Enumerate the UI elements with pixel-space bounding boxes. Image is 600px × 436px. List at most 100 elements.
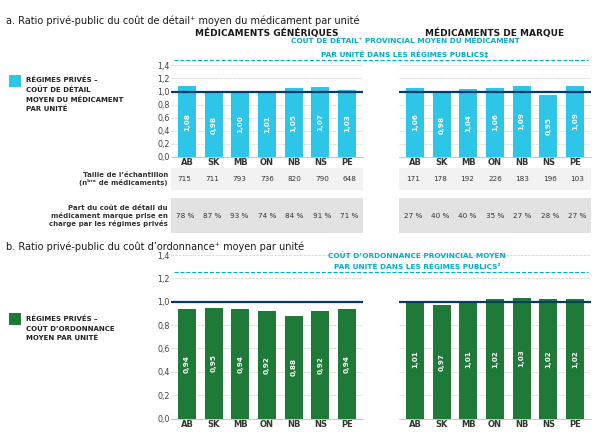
Text: 1,03: 1,03 [518, 350, 524, 367]
Bar [512, 298, 531, 419]
Text: PAR UNITÉ: PAR UNITÉ [26, 106, 67, 112]
Bar [231, 309, 250, 419]
Text: COÛT D’ORDONNANCE: COÛT D’ORDONNANCE [26, 325, 114, 332]
Text: 84 %: 84 % [285, 213, 304, 219]
Text: 790: 790 [315, 176, 329, 182]
Text: 183: 183 [515, 176, 529, 182]
Text: 93 %: 93 % [230, 213, 249, 219]
Bar [284, 316, 303, 419]
Bar [284, 88, 303, 157]
Text: 0,94: 0,94 [238, 355, 244, 373]
Text: 40 %: 40 % [431, 213, 449, 219]
Text: 171: 171 [406, 176, 419, 182]
Text: 1,04: 1,04 [466, 114, 472, 132]
Text: MOYEN DU MÉDICAMENT: MOYEN DU MÉDICAMENT [26, 96, 123, 103]
Text: 196: 196 [543, 176, 557, 182]
Text: 0,94: 0,94 [184, 355, 190, 373]
Text: PAR UNITÉ DANS LES RÉGIMES PUBLICS‡: PAR UNITÉ DANS LES RÉGIMES PUBLICS‡ [322, 51, 488, 58]
Bar [539, 300, 557, 419]
Bar [406, 88, 424, 157]
Text: 1,06: 1,06 [412, 113, 418, 131]
Text: 1,09: 1,09 [518, 112, 524, 130]
Bar [205, 93, 223, 157]
Text: COÛT DE DÉTAIL: COÛT DE DÉTAIL [26, 87, 90, 93]
Text: 0,94: 0,94 [344, 355, 350, 373]
Bar [258, 311, 276, 419]
Text: 648: 648 [343, 176, 356, 182]
Text: 711: 711 [205, 176, 219, 182]
Text: 71 %: 71 % [340, 213, 358, 219]
Text: 793: 793 [233, 176, 247, 182]
Bar [311, 311, 329, 419]
Text: 1,09: 1,09 [572, 112, 578, 130]
Bar [178, 86, 196, 157]
Text: 0,95: 0,95 [211, 354, 217, 372]
Text: MÉDICAMENTS DE MARQUE: MÉDICAMENTS DE MARQUE [425, 28, 565, 38]
Bar [539, 95, 557, 157]
Text: 1,03: 1,03 [344, 114, 350, 132]
Bar [231, 92, 250, 157]
Text: PAR UNITÉ DANS LES RÉGIMES PUBLICS²: PAR UNITÉ DANS LES RÉGIMES PUBLICS² [334, 264, 500, 270]
Text: 178: 178 [433, 176, 447, 182]
Text: 0,92: 0,92 [264, 356, 270, 374]
Bar [486, 88, 504, 157]
Text: COÛT DE DÉTAIL⁺ PROVINCIAL MOYEN DU MÉDICAMENT: COÛT DE DÉTAIL⁺ PROVINCIAL MOYEN DU MÉDI… [290, 38, 520, 44]
Text: 28 %: 28 % [541, 213, 559, 219]
Text: 0,88: 0,88 [290, 358, 296, 376]
Text: 1,07: 1,07 [317, 113, 323, 131]
Text: 1,02: 1,02 [572, 350, 578, 368]
Text: 27 %: 27 % [568, 213, 586, 219]
Bar [205, 308, 223, 419]
Text: a. Ratio privé-public du coût de détail⁺ moyen du médicament par unité: a. Ratio privé-public du coût de détail⁺… [6, 15, 359, 26]
Text: Taille de l’échantillon
(nᵇʳᵉ de médicaments): Taille de l’échantillon (nᵇʳᵉ de médicam… [79, 172, 168, 186]
Text: 1,00: 1,00 [238, 116, 244, 133]
Text: COÛT D’ORDONNANCE PROVINCIAL MOYEN: COÛT D’ORDONNANCE PROVINCIAL MOYEN [328, 252, 506, 259]
Text: 27 %: 27 % [513, 213, 532, 219]
Bar [512, 85, 531, 157]
Text: 1,02: 1,02 [545, 350, 551, 368]
Bar [566, 300, 584, 419]
Text: 1,05: 1,05 [290, 114, 296, 132]
Text: 226: 226 [488, 176, 502, 182]
Text: 1,01: 1,01 [466, 351, 472, 368]
Text: 91 %: 91 % [313, 213, 331, 219]
Text: 1,01: 1,01 [264, 115, 270, 133]
Text: 1,06: 1,06 [492, 113, 498, 131]
Text: 74 %: 74 % [258, 213, 276, 219]
Text: MOYEN PAR UNITÉ: MOYEN PAR UNITÉ [26, 335, 98, 341]
Bar [486, 300, 504, 419]
Bar [459, 89, 478, 157]
Bar [338, 90, 356, 157]
Bar [258, 91, 276, 157]
Bar [178, 309, 196, 419]
Bar [566, 85, 584, 157]
Text: 87 %: 87 % [203, 213, 221, 219]
Bar [433, 305, 451, 419]
Text: MÉDICAMENTS GÉNÉRIQUES: MÉDICAMENTS GÉNÉRIQUES [195, 28, 339, 38]
Bar [459, 300, 478, 419]
Text: 27 %: 27 % [404, 213, 422, 219]
Text: 0,92: 0,92 [317, 356, 323, 374]
Bar [338, 309, 356, 419]
Text: 35 %: 35 % [486, 213, 504, 219]
Text: 1,08: 1,08 [184, 113, 190, 130]
Text: 1,02: 1,02 [492, 350, 498, 368]
Text: 820: 820 [287, 176, 301, 182]
Text: 103: 103 [571, 176, 584, 182]
Text: Part du coût de détail du
médicament marque prise en
charge par les régimes priv: Part du coût de détail du médicament mar… [49, 204, 168, 227]
Text: 40 %: 40 % [458, 213, 477, 219]
Text: 0,95: 0,95 [545, 117, 551, 135]
Bar [406, 300, 424, 419]
Text: 0,97: 0,97 [439, 353, 445, 371]
Text: 736: 736 [260, 176, 274, 182]
Text: RÉGIMES PRIVÉS –: RÉGIMES PRIVÉS – [26, 77, 97, 84]
Text: 0,98: 0,98 [211, 116, 217, 134]
Text: RÉGIMES PRIVÉS –: RÉGIMES PRIVÉS – [26, 316, 97, 322]
Text: b. Ratio privé-public du coût d’ordonnance⁺ moyen par unité: b. Ratio privé-public du coût d’ordonnan… [6, 242, 304, 252]
Text: 78 %: 78 % [176, 213, 194, 219]
Bar [433, 93, 451, 157]
Text: 0,98: 0,98 [439, 116, 445, 134]
Bar [311, 87, 329, 157]
Text: 1,01: 1,01 [412, 351, 418, 368]
Text: 715: 715 [178, 176, 191, 182]
